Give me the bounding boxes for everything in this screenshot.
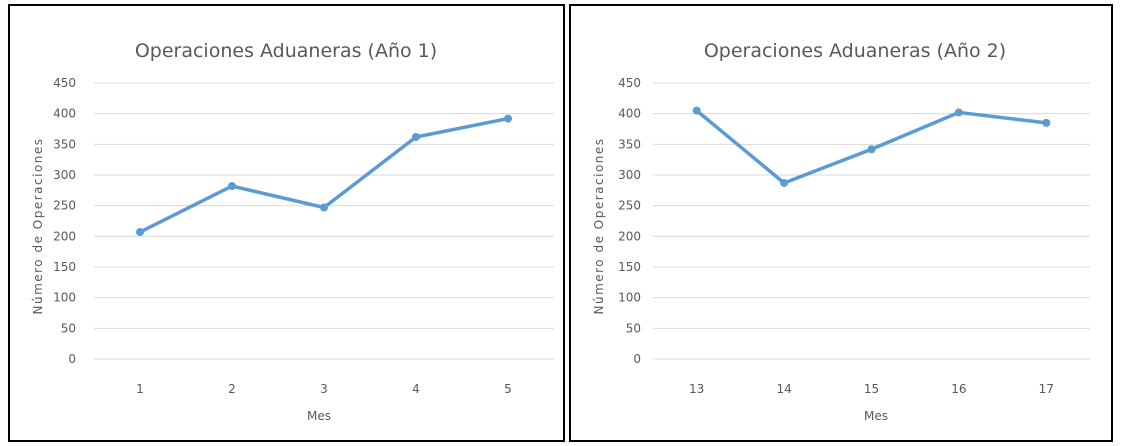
y-tick-label: 450 [53, 76, 76, 90]
data-point [412, 132, 420, 141]
chart-title: Operaciones Aduaneras (Año 1) [135, 40, 437, 62]
data-point [320, 203, 328, 212]
y-tick-label: 450 [618, 76, 641, 90]
y-axis-title: Número de Operaciones [592, 137, 606, 314]
y-tick-label: 100 [618, 291, 641, 305]
y-tick-label: 100 [53, 291, 76, 305]
y-tick-label: 300 [618, 168, 641, 182]
y-tick-label: 150 [53, 260, 76, 274]
y-tick-label: 50 [626, 321, 641, 335]
data-point [228, 182, 236, 191]
x-axis-title: Mes [307, 409, 331, 423]
chart-panel-year-2: Operaciones Aduaneras (Año 2) 0 50 100 150 2… [569, 4, 1113, 442]
y-tick-label: 200 [618, 229, 641, 243]
y-tick-label: 150 [618, 260, 641, 274]
y-tick-label: 300 [53, 168, 76, 182]
y-tick-label: 400 [618, 107, 641, 121]
data-point [780, 178, 789, 187]
x-tick-label: 14 [776, 382, 791, 396]
y-tick-label: 350 [53, 137, 76, 151]
data-point [1042, 118, 1051, 127]
x-tick-label: 1 [136, 382, 144, 396]
y-tick-label: 400 [53, 107, 76, 121]
y-tick-label: 0 [68, 352, 76, 366]
chart-title: Operaciones Aduaneras (Año 2) [704, 40, 1006, 62]
line-chart-year-1: Operaciones Aduaneras (Año 1) 0 50 100 150 2… [31, 40, 554, 423]
x-tick-label: 16 [951, 382, 966, 396]
data-point [867, 145, 876, 154]
data-point [136, 228, 144, 237]
line-chart-year-2: Operaciones Aduaneras (Año 2) 0 50 100 150 2… [592, 40, 1090, 423]
y-tick-label: 0 [633, 352, 641, 366]
data-point [954, 108, 963, 117]
x-tick-label: 3 [320, 382, 328, 396]
x-tick-label: 2 [228, 382, 236, 396]
y-tick-label: 50 [61, 321, 76, 335]
x-tick-label: 17 [1039, 382, 1054, 396]
x-axis-title: Mes [864, 409, 888, 423]
chart-panel-year-1: Operaciones Aduaneras (Año 1) 0 50 100 150 2… [8, 4, 565, 442]
data-point [504, 114, 512, 123]
x-tick-label: 5 [504, 382, 512, 396]
x-tick-label: 4 [412, 382, 420, 396]
data-point [692, 106, 701, 115]
y-tick-label: 250 [53, 199, 76, 213]
x-tick-label: 13 [689, 382, 704, 396]
y-tick-label: 350 [618, 137, 641, 151]
x-tick-label: 15 [864, 382, 879, 396]
y-axis-title: Número de Operaciones [31, 137, 45, 314]
y-tick-label: 200 [53, 229, 76, 243]
y-tick-label: 250 [618, 199, 641, 213]
